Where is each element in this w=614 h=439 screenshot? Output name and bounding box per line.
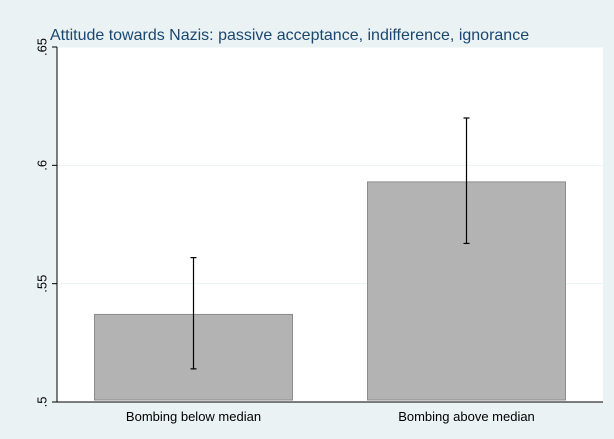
- x-category-label-1: Bombing above median: [398, 409, 535, 424]
- y-tick-label-1: .55: [34, 275, 49, 293]
- y-tick-label-2: .6: [34, 160, 49, 171]
- chart-title: Attitude towards Nazis: passive acceptan…: [50, 27, 530, 44]
- y-tick-label-3: .65: [34, 38, 49, 56]
- x-category-label-0: Bombing below median: [126, 409, 261, 424]
- y-tick-label-0: .5: [34, 397, 49, 408]
